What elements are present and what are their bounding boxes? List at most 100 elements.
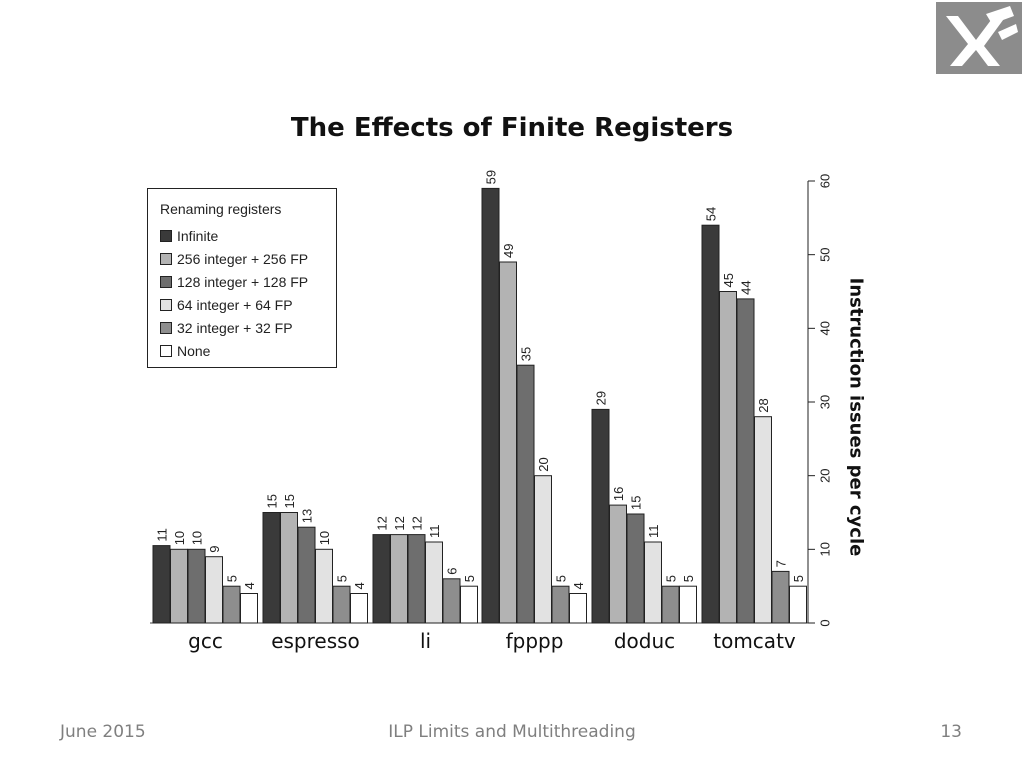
data-label: 11	[646, 525, 661, 539]
category-label-gcc: gcc	[188, 629, 223, 653]
bar-fpppp-5	[551, 585, 570, 624]
legend-label: 32 integer + 32 FP	[177, 320, 293, 336]
legend-label: None	[177, 343, 211, 359]
bar-gcc-6	[240, 593, 258, 624]
bar-doduc-5	[661, 585, 680, 624]
legend-swatch	[160, 253, 172, 265]
bar-tomcatv-6	[789, 585, 807, 624]
data-label: 9	[207, 545, 222, 552]
page-number: 13	[940, 722, 962, 742]
data-label: 4	[242, 582, 257, 589]
data-label: 16	[611, 487, 626, 501]
bar-doduc-4	[644, 541, 662, 624]
bar-espresso-1	[262, 512, 281, 624]
data-label: 49	[501, 244, 516, 258]
legend-item: 128 integer + 128 FP	[160, 274, 308, 290]
category-label-li: li	[420, 629, 431, 653]
data-label: 5	[462, 575, 477, 582]
bar-gcc-1	[152, 545, 171, 624]
data-label: 11	[427, 525, 442, 539]
data-label: 12	[409, 516, 424, 530]
bar-espresso-6	[350, 593, 368, 624]
bar-li-5	[442, 578, 461, 624]
data-label: 10	[189, 531, 204, 545]
data-label: 45	[721, 273, 736, 287]
bar-doduc-3	[626, 513, 645, 624]
data-label: 7	[773, 560, 788, 567]
bar-tomcatv-1	[701, 224, 720, 624]
legend-swatch	[160, 230, 172, 242]
bar-fpppp-3	[516, 364, 535, 624]
data-label: 13	[299, 509, 314, 523]
data-label: 12	[374, 516, 389, 530]
bar-espresso-2	[280, 512, 298, 624]
legend-item: 32 integer + 32 FP	[160, 320, 293, 336]
data-label: 15	[282, 494, 297, 508]
data-label: 5	[553, 575, 568, 582]
data-label: 10	[317, 531, 332, 545]
y-tick-label: 30	[818, 395, 833, 409]
chart-title: The Effects of Finite Registers	[290, 113, 734, 143]
bar-doduc-1	[591, 408, 610, 624]
legend-swatch	[160, 276, 172, 288]
data-label: 4	[352, 582, 367, 589]
data-label: 12	[392, 516, 407, 530]
university-logo-icon	[936, 2, 1022, 74]
bar-fpppp-4	[534, 475, 552, 624]
bar-li-6	[460, 585, 478, 624]
bar-li-4	[425, 541, 443, 624]
data-label: 20	[536, 457, 551, 471]
legend-swatch	[160, 299, 172, 311]
bar-tomcatv-3	[736, 298, 755, 624]
bar-li-2	[390, 534, 408, 624]
data-label: 10	[172, 531, 187, 545]
data-label: 28	[756, 398, 771, 412]
data-label: 11	[154, 528, 169, 542]
legend-item: 64 integer + 64 FP	[160, 297, 293, 313]
legend-item: None	[160, 343, 210, 359]
category-label-doduc: doduc	[614, 629, 675, 653]
data-label: 29	[593, 391, 608, 405]
bar-doduc-6	[679, 585, 697, 624]
bar-gcc-3	[187, 548, 206, 624]
legend-item: Infinite	[160, 228, 218, 244]
legend-label: 64 integer + 64 FP	[177, 297, 293, 313]
legend-swatch	[160, 345, 172, 357]
data-label: 35	[518, 347, 533, 361]
bar-doduc-2	[609, 504, 627, 624]
y-tick-label: 0	[818, 619, 833, 626]
data-label: 4	[571, 582, 586, 589]
bar-tomcatv-2	[719, 291, 737, 624]
bar-fpppp-2	[499, 261, 517, 624]
bar-li-1	[372, 534, 391, 624]
legend-label: 256 integer + 256 FP	[177, 251, 309, 267]
data-label: 5	[791, 575, 806, 582]
category-label-fpppp: fpppp	[506, 629, 564, 653]
footer-topic: ILP Limits and Multithreading	[388, 722, 636, 742]
data-label: 5	[334, 575, 349, 582]
footer-date: June 2015	[60, 722, 146, 742]
legend-label: 128 integer + 128 FP	[177, 274, 309, 290]
bar-gcc-4	[205, 556, 223, 624]
bar-espresso-4	[315, 548, 333, 624]
legend-swatch	[160, 322, 172, 334]
data-label: 5	[663, 575, 678, 582]
category-label-tomcatv: tomcatv	[713, 629, 796, 653]
data-label: 54	[703, 207, 718, 221]
data-label: 5	[224, 575, 239, 582]
bar-fpppp-1	[481, 187, 500, 624]
data-label: 15	[628, 496, 643, 510]
data-label: 59	[483, 170, 498, 184]
data-label: 6	[444, 568, 459, 575]
legend-item: 256 integer + 256 FP	[160, 251, 308, 267]
data-label: 5	[681, 575, 696, 582]
data-label: 44	[738, 280, 753, 294]
bar-tomcatv-4	[754, 416, 772, 624]
legend-label: Infinite	[177, 228, 219, 244]
chart-legend: Renaming registers Infinite 256 integer +…	[147, 188, 337, 368]
bar-espresso-3	[297, 526, 316, 624]
legend-title: Renaming registers	[160, 201, 282, 217]
bar-gcc-2	[170, 548, 188, 624]
category-label-espresso: espresso	[271, 629, 360, 653]
